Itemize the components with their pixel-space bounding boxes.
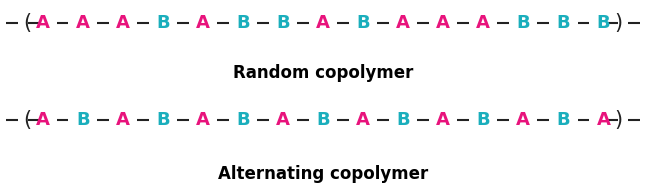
Text: A: A [476,14,490,32]
Text: B: B [356,14,370,32]
Text: ): ) [614,13,622,33]
Text: B: B [236,111,250,129]
Text: A: A [356,111,370,129]
Text: A: A [116,111,130,129]
Text: B: B [556,14,570,32]
Text: A: A [316,14,330,32]
Text: A: A [436,111,450,129]
Text: A: A [196,111,210,129]
Text: B: B [156,111,170,129]
Text: A: A [276,111,290,129]
Text: B: B [516,14,530,32]
Text: A: A [76,14,90,32]
Text: B: B [76,111,90,129]
Text: ): ) [614,110,622,130]
Text: B: B [276,14,290,32]
Text: A: A [436,14,450,32]
Text: B: B [556,111,570,129]
Text: A: A [36,111,50,129]
Text: B: B [476,111,490,129]
Text: A: A [196,14,210,32]
Text: B: B [316,111,330,129]
Text: A: A [116,14,130,32]
Text: Random copolymer: Random copolymer [233,64,413,82]
Text: (: ( [24,110,32,130]
Text: B: B [396,111,410,129]
Text: B: B [156,14,170,32]
Text: A: A [36,14,50,32]
Text: B: B [596,14,610,32]
Text: A: A [596,111,610,129]
Text: B: B [236,14,250,32]
Text: A: A [396,14,410,32]
Text: Alternating copolymer: Alternating copolymer [218,165,428,183]
Text: (: ( [24,13,32,33]
Text: A: A [516,111,530,129]
